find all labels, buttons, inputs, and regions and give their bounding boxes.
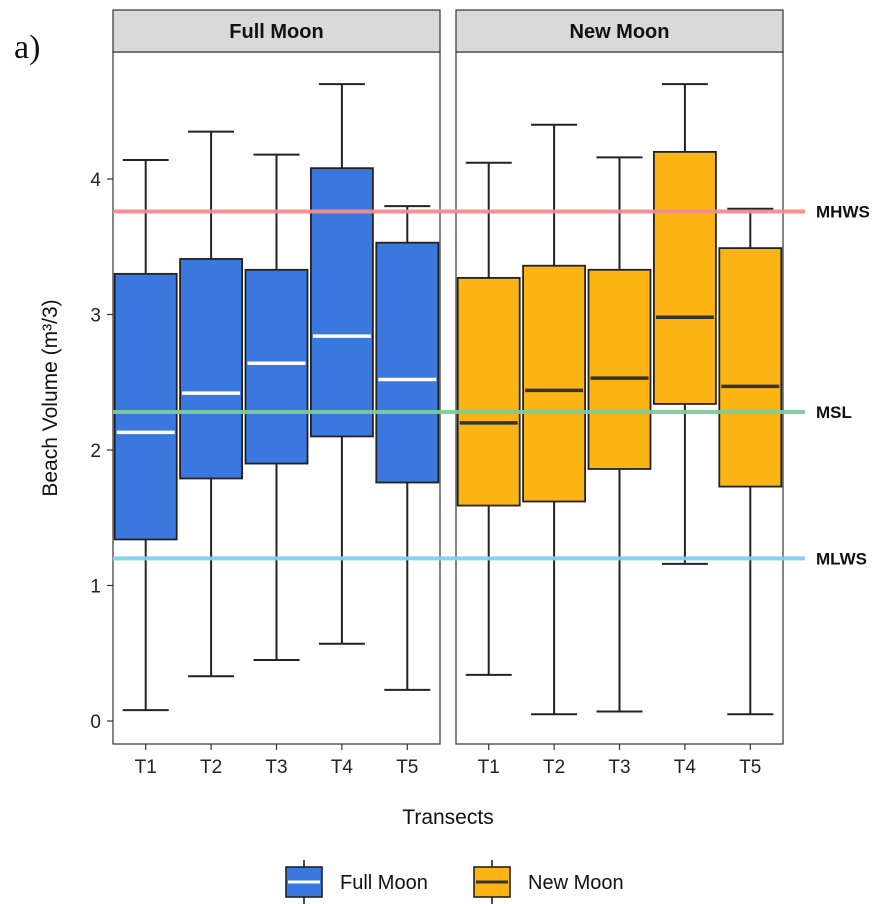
y-tick-label: 2: [90, 441, 101, 462]
box-iqr: [718, 247, 783, 488]
legend-label: New Moon: [528, 872, 624, 894]
x-tick-label: T3: [265, 757, 287, 778]
panel-strip-label: New Moon: [570, 21, 670, 43]
x-tick-label: T5: [739, 757, 761, 778]
x-tick-label: T2: [543, 757, 565, 778]
legend-item: New Moon: [473, 860, 624, 904]
box-T1: [113, 159, 178, 712]
y-tick-label: 3: [90, 306, 101, 327]
box-iqr: [522, 264, 586, 503]
panel-2: New Moon: [455, 9, 784, 745]
box-iqr: [244, 268, 309, 465]
x-tick-label: T1: [135, 757, 157, 778]
box-iqr: [587, 268, 652, 470]
box-T3: [587, 156, 652, 713]
legend-item: Full Moon: [285, 860, 428, 904]
panel-tag: a): [14, 29, 40, 66]
x-tick-label: T5: [396, 757, 418, 778]
box-T4: [653, 83, 717, 565]
box-iqr: [179, 258, 244, 480]
box-iqr: [653, 150, 717, 405]
y-tick-label: 4: [90, 170, 101, 191]
box-T3: [244, 153, 309, 662]
box-iqr: [375, 241, 440, 484]
panel-strip-label: Full Moon: [229, 21, 323, 43]
y-axis-title: Beach Volume (m³/3): [39, 299, 62, 496]
x-tick-label: T4: [674, 757, 697, 778]
box-T1: [456, 161, 521, 676]
x-tick-label: T3: [608, 757, 630, 778]
box-T2: [522, 123, 586, 716]
panel-strip: [112, 9, 441, 53]
x-axis-title: Transects: [402, 806, 493, 829]
reference-line-label: MSL: [816, 403, 852, 422]
y-tick-label: 0: [90, 712, 101, 733]
reference-line-label: MLWS: [816, 549, 867, 568]
box-iqr: [309, 167, 374, 438]
box-T2: [179, 130, 244, 678]
box-T5: [718, 207, 783, 716]
reference-line-label: MHWS: [816, 203, 870, 222]
y-tick-label: 1: [90, 577, 101, 598]
x-tick-label: T2: [200, 757, 222, 778]
box-T5: [375, 205, 440, 691]
box-iqr: [456, 277, 521, 507]
x-tick-label: T1: [478, 757, 500, 778]
box-iqr: [113, 272, 178, 541]
panel-strip: [455, 9, 784, 53]
x-tick-label: T4: [331, 757, 354, 778]
legend-label: Full Moon: [340, 872, 428, 894]
panel-1: Full Moon: [112, 9, 441, 745]
